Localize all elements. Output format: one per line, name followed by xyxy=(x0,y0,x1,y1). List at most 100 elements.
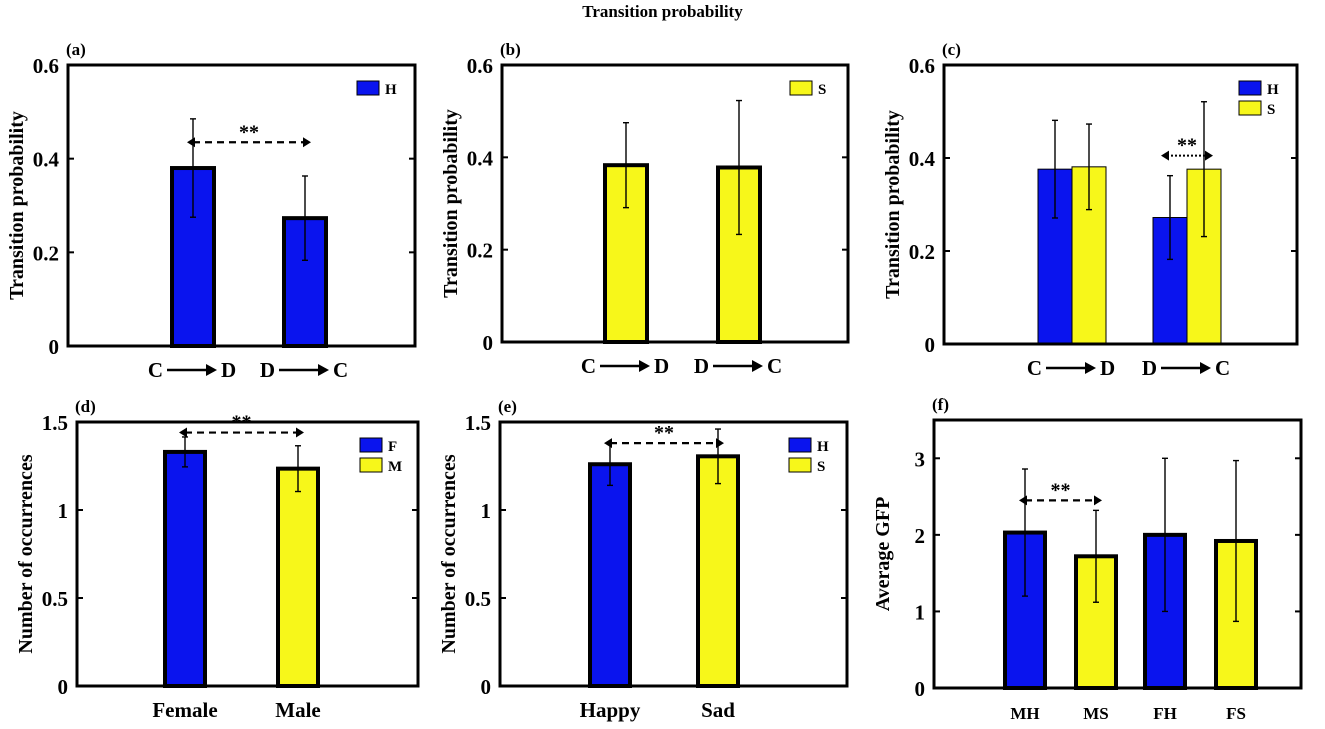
legend-label: H xyxy=(817,439,829,455)
y-tick-label: 0.4 xyxy=(467,146,494,170)
y-tick-label: 1 xyxy=(915,600,926,624)
y-tick-label: 0 xyxy=(915,677,926,701)
legend-label: S xyxy=(818,82,826,98)
significance-arrowhead xyxy=(1019,495,1027,506)
y-tick-label: 0 xyxy=(58,675,69,699)
plot-frame xyxy=(75,420,420,688)
x-tick-arrowhead xyxy=(1200,362,1211,374)
y-tick-label: 0.2 xyxy=(467,239,493,263)
y-tick-label: 3 xyxy=(915,447,926,471)
y-axis-label: Number of occurrences xyxy=(438,454,460,653)
y-tick-label: 0.5 xyxy=(42,587,68,611)
x-tick-label-to: D xyxy=(1100,356,1115,380)
chart-panel-b: (b) 0 0.2 0.4 0.6 Transition probability C D D C S xyxy=(440,40,850,378)
x-tick-label-from: D xyxy=(260,358,275,382)
x-tick-label: MH xyxy=(1010,704,1039,723)
significance-arrowhead xyxy=(716,438,724,449)
y-tick-label: 0 xyxy=(481,675,492,699)
x-tick-label-from: D xyxy=(694,354,709,378)
significance-arrowhead xyxy=(1205,150,1213,161)
y-tick-label: 1.5 xyxy=(465,411,491,435)
x-tick-label-to: D xyxy=(654,354,669,378)
plot-frame xyxy=(66,63,417,348)
legend-swatch xyxy=(789,80,813,96)
plot-frame xyxy=(500,63,850,344)
x-tick-label-from: D xyxy=(1142,356,1157,380)
x-tick-label-to: C xyxy=(1215,356,1230,380)
y-axis-label: Transition probability xyxy=(6,111,28,300)
x-tick-label: FS xyxy=(1226,704,1246,723)
significance-arrowhead xyxy=(179,427,187,438)
significance-arrowhead xyxy=(303,137,311,148)
legend-swatch xyxy=(1238,100,1262,116)
legend-swatch xyxy=(788,457,812,473)
significance-arrowhead xyxy=(187,137,195,148)
legend-swatch xyxy=(788,437,812,453)
legend-swatch xyxy=(359,437,383,453)
y-tick-label: 1 xyxy=(481,499,492,523)
legend-label: F xyxy=(388,439,397,455)
x-tick-arrowhead xyxy=(639,360,650,372)
legend-label: S xyxy=(817,459,825,475)
legend-label: M xyxy=(388,459,402,475)
y-tick-label: 0.6 xyxy=(909,54,935,78)
y-axis-label: Transition probability xyxy=(882,110,904,299)
chart-panel-a: (a) 0 0.2 0.4 0.6 Transition probability C D D C *… xyxy=(6,40,417,382)
y-tick-label: 0.2 xyxy=(33,241,59,265)
legend-label: S xyxy=(1267,102,1275,118)
significance-label: ** xyxy=(1051,479,1071,501)
significance-arrowhead xyxy=(604,438,612,449)
y-tick-label: 0.6 xyxy=(467,54,493,78)
x-tick-label: MS xyxy=(1083,704,1109,723)
panel-label: (b) xyxy=(500,40,521,59)
y-tick-label: 0 xyxy=(49,335,60,359)
significance-label: ** xyxy=(1177,135,1197,157)
y-tick-label: 0.4 xyxy=(33,148,60,172)
y-tick-label: 2 xyxy=(915,524,926,548)
bar xyxy=(276,466,320,689)
x-tick-label: Sad xyxy=(701,698,735,722)
panel-label: (f) xyxy=(932,395,949,414)
y-tick-label: 0.6 xyxy=(33,54,59,78)
plot-frame xyxy=(498,420,849,688)
y-tick-label: 1.5 xyxy=(42,411,68,435)
x-tick-arrowhead xyxy=(206,364,217,376)
legend-label: H xyxy=(385,82,397,98)
x-tick-label-from: C xyxy=(148,358,163,382)
x-tick-label-to: D xyxy=(221,358,236,382)
panel-label: (a) xyxy=(66,40,86,59)
x-tick-label-to: C xyxy=(333,358,348,382)
bar xyxy=(163,449,207,689)
x-tick-label-from: C xyxy=(581,354,596,378)
bar xyxy=(588,462,632,688)
y-tick-label: 0.4 xyxy=(909,147,936,171)
y-tick-label: 0.5 xyxy=(465,587,491,611)
x-tick-label: FH xyxy=(1153,704,1177,723)
y-tick-label: 0.2 xyxy=(909,240,935,264)
y-tick-label: 0 xyxy=(925,333,936,357)
significance-arrowhead xyxy=(296,427,304,438)
y-tick-label: 0 xyxy=(483,331,494,355)
panel-label: (c) xyxy=(942,40,961,59)
legend-swatch xyxy=(356,80,380,96)
significance-label: ** xyxy=(654,422,674,444)
x-tick-arrowhead xyxy=(1085,362,1096,374)
chart-panel-f: (f) 0 1 2 3 Average GFP MH MS FH FS ** xyxy=(872,395,1303,723)
x-tick-label-to: C xyxy=(767,354,782,378)
y-axis-label: Average GFP xyxy=(872,497,894,612)
panel-label: (d) xyxy=(75,397,96,416)
plot-frame xyxy=(942,63,1299,346)
x-tick-label-from: C xyxy=(1027,356,1042,380)
significance-arrowhead xyxy=(1161,150,1169,161)
significance-arrowhead xyxy=(1094,495,1102,506)
legend-swatch xyxy=(1238,80,1262,96)
y-axis-label: Number of occurrences xyxy=(15,454,37,653)
chart-panel-c: (c) 0 0.2 0.4 0.6 Transition probability C D D C *… xyxy=(882,40,1299,380)
panel-label: (e) xyxy=(498,397,517,416)
x-tick-arrowhead xyxy=(318,364,329,376)
y-tick-label: 1 xyxy=(58,499,69,523)
y-axis-label: Transition probability xyxy=(440,109,462,298)
